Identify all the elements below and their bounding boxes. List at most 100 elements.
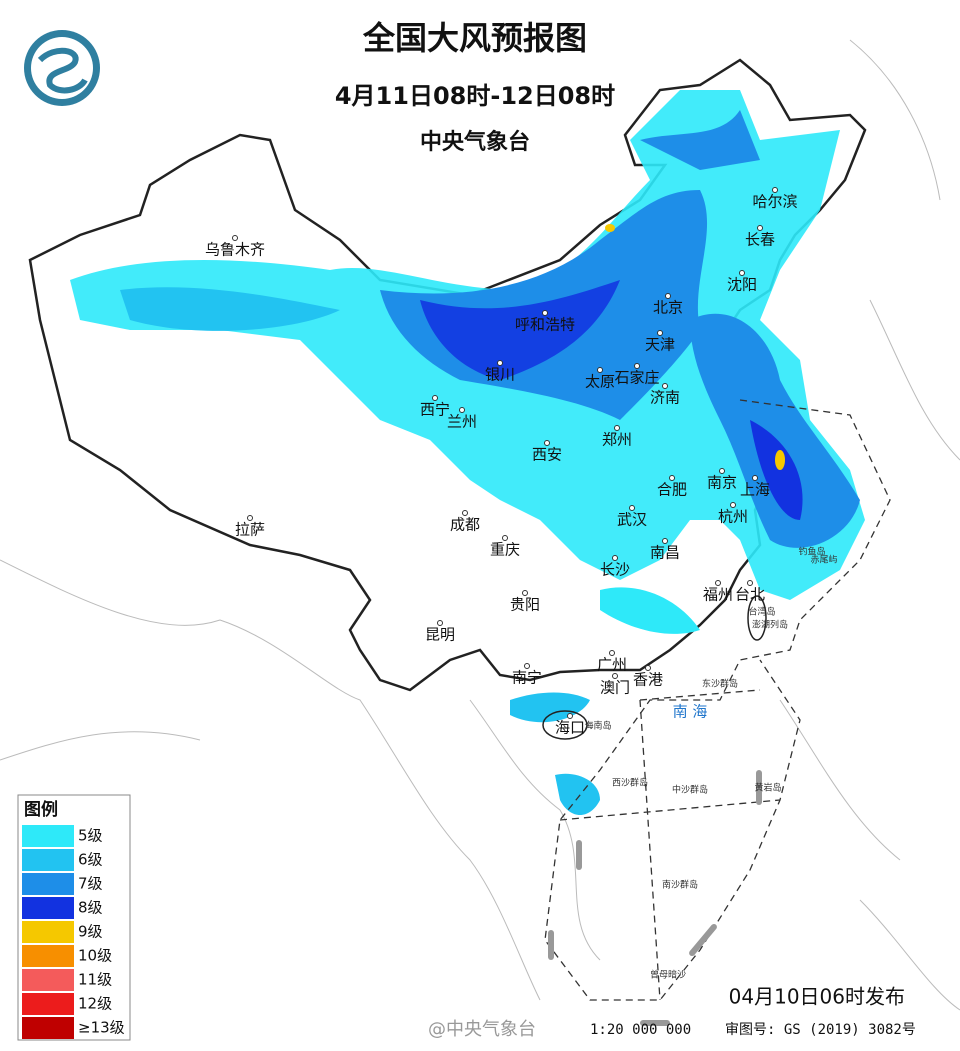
legend-label: 10级	[78, 947, 112, 965]
city-dot	[772, 187, 778, 193]
city-dot	[502, 535, 508, 541]
city-label: 太原	[585, 373, 615, 391]
legend-label: 6级	[78, 851, 103, 869]
city-dot	[522, 590, 528, 596]
city-label: 西宁	[420, 401, 450, 419]
city-label: 郑州	[602, 431, 632, 449]
legend-label: 12级	[78, 995, 112, 1013]
city-dot	[247, 515, 253, 521]
city-label: 成都	[450, 516, 480, 534]
city-dot	[614, 425, 620, 431]
city-dot	[524, 663, 530, 669]
legend-title: 图例	[24, 799, 58, 820]
city-label: 南宁	[512, 669, 542, 687]
city-dot	[747, 580, 753, 586]
scale: 1:20 000 000	[590, 1022, 691, 1038]
city-dot	[612, 555, 618, 561]
city-label: 济南	[650, 389, 680, 407]
city-dot	[629, 505, 635, 511]
city-dot	[719, 468, 725, 474]
city-dot	[232, 235, 238, 241]
city-label: 兰州	[447, 413, 477, 431]
place-label: 台湾岛	[748, 606, 775, 618]
city-label: 石家庄	[614, 369, 659, 387]
legend-swatch	[22, 1017, 74, 1039]
city-label: 长沙	[600, 561, 630, 579]
city-label: 天津	[645, 336, 675, 354]
city-dot	[634, 363, 640, 369]
city-label: 沈阳	[727, 276, 757, 294]
city-label: 海口	[555, 719, 585, 737]
city-label: 乌鲁木齐	[205, 241, 265, 259]
place-label: 曾母暗沙	[650, 969, 686, 981]
place-label: 澎湖列岛	[752, 619, 788, 631]
legend-swatch	[22, 873, 74, 895]
city-dot	[757, 225, 763, 231]
city-dot	[597, 367, 603, 373]
wind-areas	[70, 90, 865, 815]
legend-swatch	[22, 849, 74, 871]
city-dot	[657, 330, 663, 336]
city-label: 昆明	[425, 626, 455, 644]
period: 4月11日08时-12日08时	[335, 82, 615, 110]
city-label: 长春	[745, 231, 775, 249]
city-label: 杭州	[718, 508, 748, 526]
city-label: 南京	[707, 474, 737, 492]
city-label: 合肥	[657, 481, 687, 499]
legend-swatch	[22, 945, 74, 967]
city-label: 呼和浩特	[515, 316, 575, 334]
city-label: 北京	[653, 299, 683, 317]
city-dot	[612, 673, 618, 679]
city-label: 台北	[735, 586, 765, 604]
legend-label: ≥13级	[78, 1019, 125, 1037]
city-label: 上海	[740, 481, 770, 499]
legend-label: 8级	[78, 899, 103, 917]
place-label: 赤尾屿	[810, 555, 837, 566]
approval-number: 审图号: GS (2019) 3082号	[725, 1022, 916, 1038]
city-dot	[567, 713, 573, 719]
city-label: 西安	[532, 446, 562, 464]
city-label: 广州	[597, 656, 627, 674]
legend-label: 5级	[78, 827, 103, 845]
place-label: 中沙群岛	[672, 784, 708, 796]
hainan-outline	[542, 710, 588, 740]
city-label: 武汉	[617, 511, 647, 529]
place-label: 南沙群岛	[662, 879, 698, 891]
issued-time: 04月10日06时发布	[729, 985, 905, 1009]
city-dot	[715, 580, 721, 586]
city-label: 拉萨	[235, 521, 265, 539]
city-dot	[645, 665, 651, 671]
place-label: 钓鱼岛	[798, 546, 825, 558]
city-label: 银川	[485, 366, 515, 384]
legend-label: 7级	[78, 875, 103, 893]
city-dot	[752, 475, 758, 481]
city-dot	[730, 502, 736, 508]
place-label: 东沙群岛	[702, 678, 738, 690]
legend-label: 9级	[78, 923, 103, 941]
city-label: 重庆	[490, 541, 520, 559]
city-dot	[497, 360, 503, 366]
city-dot	[459, 407, 465, 413]
city-dot	[437, 620, 443, 626]
legend-label: 11级	[78, 971, 112, 989]
city-label: 南昌	[650, 544, 680, 562]
city-label: 澳门	[600, 679, 630, 697]
legend-swatch	[22, 921, 74, 943]
place-label: 西沙群岛	[612, 777, 648, 789]
taiwan-outline	[747, 595, 767, 641]
map-title: 全国大风预报图	[362, 19, 587, 57]
legend-swatch	[22, 897, 74, 919]
sea-boundaries	[544, 399, 891, 1001]
city-dot	[432, 395, 438, 401]
city-dot	[665, 293, 671, 299]
legend-swatch	[22, 969, 74, 991]
city-dot	[739, 270, 745, 276]
neighbor-borders	[0, 39, 960, 1011]
city-dot	[669, 475, 675, 481]
city-dot	[662, 383, 668, 389]
city-label: 福州	[703, 586, 733, 604]
agency: 中央气象台	[420, 129, 530, 155]
city-label: 贵阳	[510, 596, 540, 614]
city-dot	[544, 440, 550, 446]
place-label: 黄岩岛	[754, 782, 781, 794]
